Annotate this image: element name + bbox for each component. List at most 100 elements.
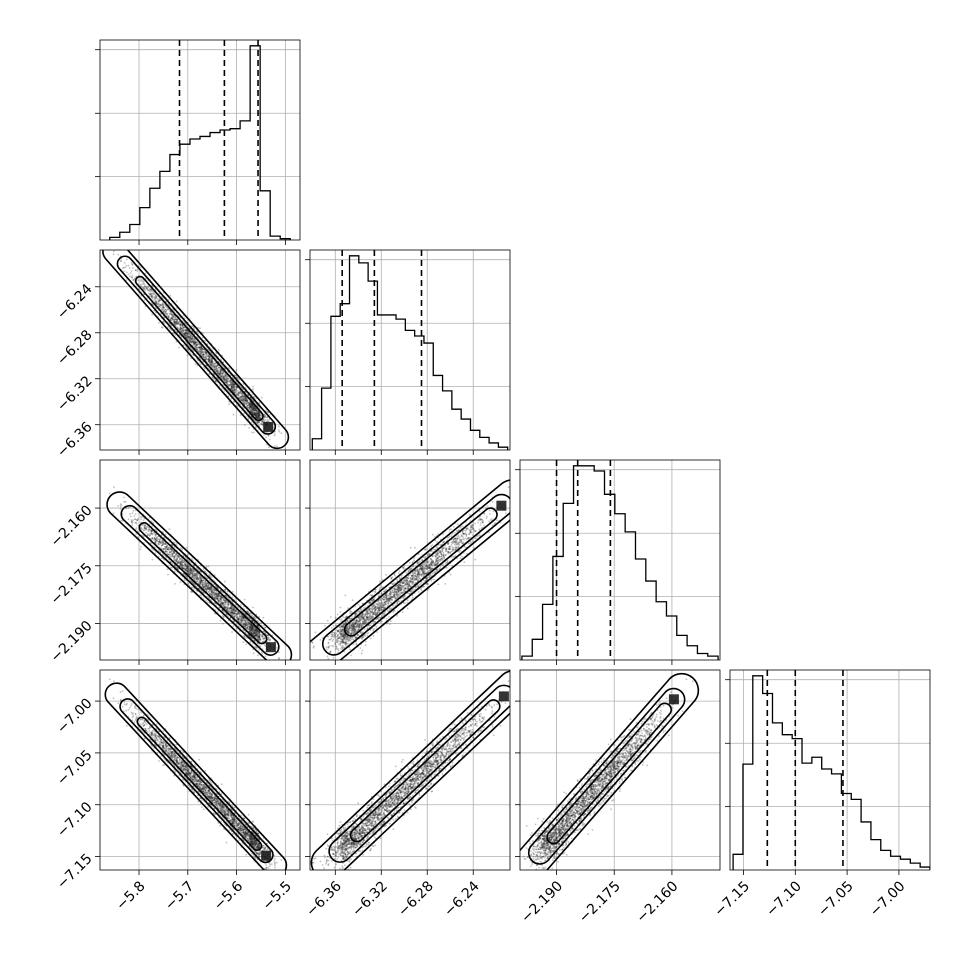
sample-point [194, 341, 196, 344]
sample-point [165, 551, 167, 553]
sample-point [188, 339, 191, 341]
sample-point [208, 372, 211, 375]
sample-point [190, 340, 193, 342]
sample-point [205, 585, 208, 587]
sample-point [220, 375, 223, 378]
sample-point [196, 572, 198, 575]
sample-point [267, 661, 269, 663]
sample-point [207, 565, 210, 568]
sample-point [258, 414, 261, 417]
sample-point [220, 375, 222, 378]
sample-point [255, 408, 258, 410]
sample-point [233, 384, 236, 387]
sample-point [204, 358, 207, 361]
sample-point [232, 609, 235, 611]
sample-point [219, 368, 222, 371]
sample-point [257, 414, 260, 417]
sample-point [256, 637, 259, 640]
sample-point [266, 416, 268, 419]
sample-point [243, 397, 246, 400]
sample-point [222, 378, 225, 380]
sample-point [249, 403, 252, 406]
sample-point [210, 364, 213, 367]
sample-point [256, 409, 259, 412]
sample-point [210, 351, 212, 354]
sample-point [119, 508, 122, 510]
sample-point [255, 416, 258, 418]
sample-point [264, 413, 266, 416]
sample-point [252, 413, 254, 415]
sample-point [143, 283, 146, 286]
sample-point [255, 411, 258, 414]
sample-point [257, 414, 260, 417]
sample-point [183, 333, 186, 336]
sample-point [223, 375, 225, 378]
sample-point [253, 412, 256, 415]
sample-point [189, 574, 192, 577]
sample-point [208, 360, 211, 363]
sample-point [198, 347, 201, 350]
sample-point [254, 412, 257, 415]
sample-point [125, 264, 128, 267]
sample-point [197, 580, 199, 582]
sample-point [195, 346, 198, 349]
sample-point [232, 413, 235, 416]
sample-point [246, 624, 249, 627]
sample-point [174, 558, 177, 561]
sample-point [184, 335, 187, 338]
sample-point [162, 306, 164, 309]
sample-point [267, 638, 270, 641]
sample-point [215, 370, 218, 373]
sample-point [208, 355, 211, 358]
sample-point [252, 625, 254, 627]
sample-point [226, 381, 228, 384]
sample-point [257, 411, 260, 413]
sample-point [253, 413, 256, 416]
sample-point [177, 322, 180, 324]
sample-point [253, 405, 255, 408]
sample-point [249, 404, 251, 407]
sample-point [257, 629, 259, 632]
sample-point [113, 250, 115, 253]
sample-point [130, 520, 133, 523]
sample-point [196, 573, 198, 576]
sample-point [236, 386, 238, 389]
sample-point [254, 413, 257, 416]
sample-point [252, 629, 255, 631]
sample-point [167, 316, 170, 319]
sample-point [251, 404, 254, 407]
sample-point [215, 381, 218, 383]
sample-point [131, 524, 134, 527]
sample-point [214, 364, 217, 367]
sample-point [130, 270, 133, 272]
sample-point [248, 407, 251, 410]
sample-point [220, 374, 223, 377]
sample-point [168, 528, 171, 531]
sample-point [155, 302, 158, 305]
sample-point [192, 574, 195, 577]
sample-point [236, 405, 239, 408]
contour-level [102, 250, 290, 450]
sample-point [150, 295, 153, 297]
sample-point [256, 412, 258, 414]
sample-point [258, 413, 261, 416]
sample-point [198, 343, 201, 346]
sample-point [234, 388, 237, 390]
sample-point [192, 337, 195, 340]
sample-point [268, 446, 270, 449]
sample-point [206, 601, 209, 603]
sample-point [131, 276, 134, 279]
sample-point [252, 407, 255, 409]
sample-point [257, 413, 259, 416]
sample-point [167, 315, 170, 318]
sample-point [252, 412, 255, 415]
sample-point [173, 552, 176, 555]
sample-point [252, 411, 255, 413]
sample-point [210, 576, 213, 579]
sample-point [224, 375, 227, 377]
sample-point [250, 629, 253, 631]
sample-point [142, 282, 145, 285]
sample-point [205, 565, 208, 568]
sample-point [150, 293, 153, 296]
sample-point [191, 582, 194, 584]
